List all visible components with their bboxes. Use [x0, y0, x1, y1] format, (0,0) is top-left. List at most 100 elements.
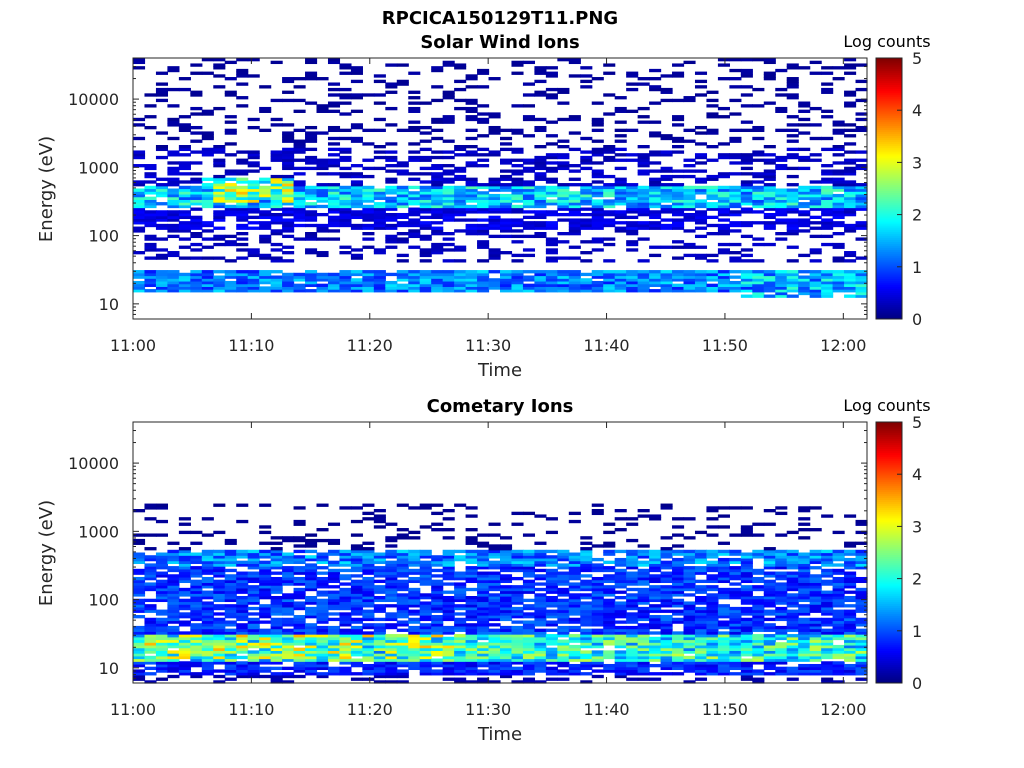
heatmap-cell [568, 658, 581, 662]
heatmap-cell [729, 161, 742, 165]
heatmap-cell [247, 642, 260, 646]
heatmap-cell [362, 563, 375, 567]
heatmap-cell [316, 199, 329, 203]
heatmap-cell [580, 634, 593, 638]
heatmap-cell [190, 655, 203, 660]
heatmap-cell [431, 136, 444, 141]
heatmap-cell [431, 568, 444, 573]
heatmap-cell [775, 207, 788, 211]
heatmap-cell [522, 104, 536, 108]
heatmap-cell [167, 204, 180, 209]
heatmap-cell [568, 177, 581, 181]
heatmap-cell [419, 555, 432, 559]
heatmap-cell [717, 571, 730, 575]
heatmap-cell [534, 145, 547, 149]
heatmap-cell [740, 207, 753, 211]
heatmap-cell [637, 666, 650, 671]
heatmap-cell [488, 647, 501, 651]
heatmap-cell [557, 628, 570, 632]
heatmap-cell [213, 289, 226, 293]
heatmap-cell [603, 631, 616, 635]
heatmap-cell [213, 150, 226, 154]
heatmap-cell [362, 655, 375, 660]
heatmap-cell [740, 525, 753, 529]
heatmap-cell [591, 631, 604, 635]
heatmap-cell [557, 161, 570, 165]
heatmap-cell [385, 90, 398, 94]
heatmap-cell [350, 164, 363, 168]
heatmap-cell [465, 669, 478, 673]
heatmap-cell [511, 180, 524, 184]
heatmap-cell [775, 188, 788, 192]
x-tick-label: 11:30 [465, 336, 511, 355]
heatmap-cell [626, 278, 639, 282]
heatmap-cell [740, 609, 753, 613]
heatmap-cell [293, 617, 306, 622]
heatmap-cell [729, 552, 742, 556]
heatmap-cell [167, 161, 180, 165]
heatmap-cell [775, 93, 788, 97]
heatmap-cell [396, 193, 409, 198]
heatmap-cell [844, 204, 857, 209]
heatmap-cell [740, 620, 753, 624]
heatmap-cell [155, 71, 169, 75]
heatmap-cell [603, 174, 616, 179]
heatmap-cell [465, 650, 478, 654]
heatmap-cell [442, 552, 455, 556]
heatmap-cell [431, 642, 444, 646]
heatmap-cell [316, 590, 329, 594]
heatmap-cell [649, 134, 662, 138]
heatmap-cell [282, 593, 295, 597]
heatmap-cell [534, 606, 547, 611]
heatmap-cell [178, 631, 191, 635]
heatmap-cell [144, 503, 157, 507]
heatmap-cell [477, 669, 490, 673]
heatmap-cell [477, 223, 490, 228]
heatmap-cell [672, 574, 685, 578]
heatmap-cell [545, 634, 558, 638]
heatmap-cell [500, 161, 513, 165]
heatmap-cell [350, 596, 363, 600]
heatmap-cell [603, 221, 616, 225]
heatmap-cell [236, 242, 249, 247]
heatmap-cell [316, 185, 329, 190]
heatmap-cell [660, 628, 673, 632]
heatmap-cell [144, 212, 157, 217]
heatmap-cell [201, 183, 214, 187]
heatmap-cell [500, 672, 513, 676]
heatmap-cell [213, 180, 226, 184]
heatmap-cell [316, 642, 329, 646]
heatmap-cell [155, 226, 169, 230]
heatmap-cell [786, 115, 799, 119]
heatmap-cell [282, 193, 295, 198]
heatmap-cell [591, 172, 604, 176]
heatmap-cell [637, 653, 650, 657]
heatmap-cell [247, 634, 260, 638]
heatmap-cell [649, 215, 662, 220]
heatmap-cell [373, 560, 386, 564]
heatmap-cell [339, 552, 352, 556]
heatmap-cell [224, 142, 237, 146]
heatmap-cell [213, 256, 226, 260]
heatmap-cell [821, 291, 834, 296]
heatmap-cell [419, 617, 432, 622]
heatmap-cell [672, 199, 685, 203]
heatmap-cell [477, 541, 490, 545]
heatmap-cell [201, 615, 214, 619]
heatmap-cell [580, 226, 593, 230]
heatmap-cell [155, 193, 169, 198]
heatmap-cell [167, 650, 180, 654]
heatmap-cell [385, 106, 398, 111]
heatmap-cell [591, 585, 604, 589]
heatmap-cell [568, 587, 581, 592]
heatmap-cell [236, 74, 249, 78]
heatmap-cell [465, 555, 478, 559]
heatmap-cell [201, 563, 214, 567]
heatmap-cell [431, 270, 444, 274]
heatmap-cell [431, 172, 444, 176]
heatmap-cell [327, 549, 341, 554]
heatmap-cell [568, 585, 581, 589]
heatmap-cell [442, 536, 455, 540]
heatmap-cell [282, 139, 295, 143]
colorbar-swatch [876, 288, 902, 291]
